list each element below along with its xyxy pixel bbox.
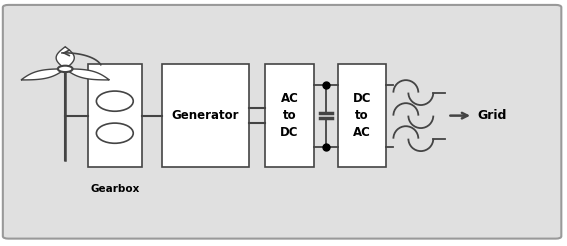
Ellipse shape [96, 91, 133, 111]
Text: Generator: Generator [172, 109, 239, 122]
Bar [88, 64, 142, 167]
Polygon shape [21, 69, 65, 80]
Text: DC
to
AC: DC to AC [353, 92, 371, 139]
Polygon shape [65, 69, 109, 80]
Text: AC
to
DC: AC to DC [280, 92, 299, 139]
Circle shape [58, 66, 73, 72]
Text: Grid: Grid [477, 109, 507, 122]
Ellipse shape [96, 123, 133, 143]
Bar [338, 64, 386, 167]
FancyBboxPatch shape [3, 5, 561, 239]
Bar [162, 64, 249, 167]
Bar [265, 64, 314, 167]
Text: Gearbox: Gearbox [90, 184, 139, 195]
Polygon shape [56, 47, 74, 69]
